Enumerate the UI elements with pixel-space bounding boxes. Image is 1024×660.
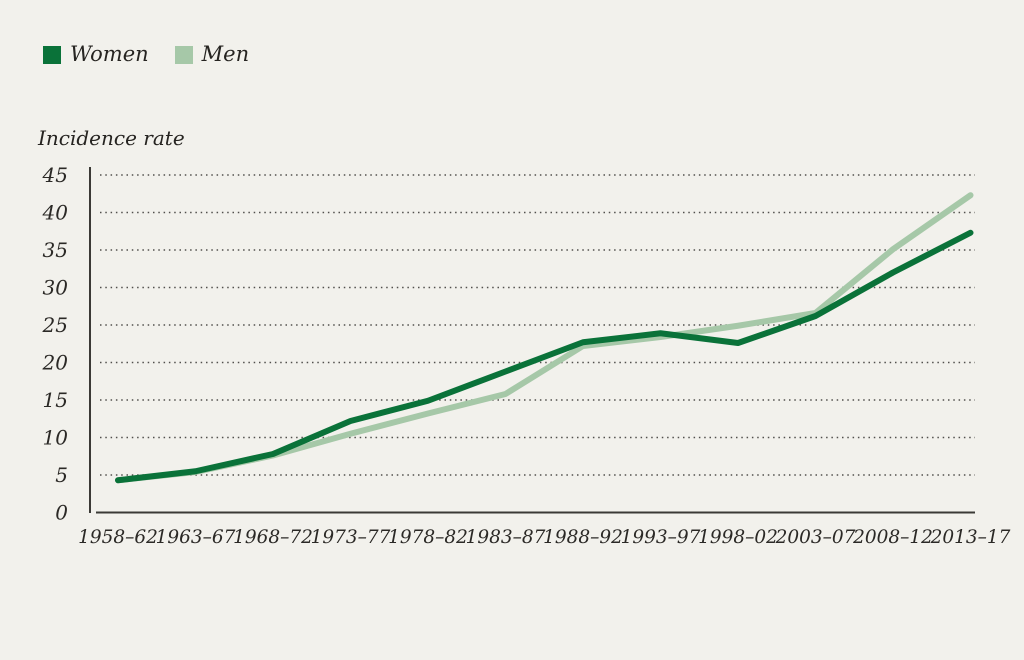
x-tick-label: 1998–02 — [698, 527, 778, 548]
y-tick-label: 35 — [43, 238, 68, 262]
y-tick-label: 15 — [43, 388, 68, 412]
x-tick-label: 2013–17 — [930, 527, 1011, 548]
x-tick-label: 1968–72 — [233, 527, 313, 548]
y-tick-label: 45 — [42, 163, 68, 187]
men-series-swatch-icon — [174, 45, 193, 64]
y-tick-label: 0 — [55, 501, 68, 525]
legend: Women Men — [43, 44, 249, 65]
x-tick-label: 1973–77 — [311, 527, 391, 548]
y-tick-label: 30 — [43, 276, 69, 300]
series-line-women — [115, 229, 974, 484]
women-series-swatch-icon — [43, 45, 61, 64]
x-tick-label: 1978–82 — [388, 527, 468, 548]
legend-label-women: Women — [70, 42, 149, 66]
legend-item-men: Men — [174, 42, 250, 66]
y-tick-label: 20 — [42, 351, 69, 375]
x-tick-label: 2003–07 — [775, 527, 856, 548]
y-tick-label: 5 — [55, 463, 68, 487]
x-tick-label: 1988–92 — [543, 527, 623, 548]
y-tick-label: 25 — [42, 313, 68, 337]
x-tick-label: 1963–67 — [156, 527, 236, 548]
y-tick-label: 40 — [42, 201, 69, 225]
x-tick-label: 1958–62 — [78, 527, 158, 548]
y-tick-label: 10 — [43, 426, 69, 450]
x-tick-label: 2008–12 — [852, 527, 933, 548]
y-axis-title: Incidence rate — [38, 126, 185, 150]
legend-label-men: Men — [201, 42, 250, 66]
x-tick-label: 1993–97 — [621, 527, 701, 548]
legend-item-women: Women — [43, 44, 149, 65]
x-tick-label: 1983–87 — [466, 527, 546, 548]
